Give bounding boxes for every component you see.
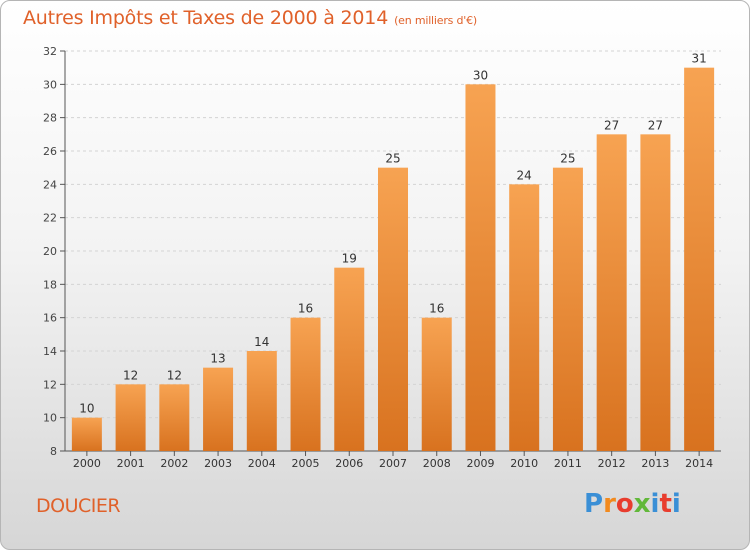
bar-value-label: 25 [560, 152, 575, 166]
bar-value-label: 27 [648, 118, 663, 132]
bar[interactable] [159, 384, 190, 451]
bar-value-label: 14 [254, 335, 269, 349]
x-tick-label: 2011 [554, 457, 582, 470]
proxiti-logo[interactable]: Proxiti [584, 489, 681, 519]
y-tick-label: 18 [43, 278, 57, 291]
bar[interactable] [115, 384, 146, 451]
x-tick-label: 2001 [117, 457, 145, 470]
y-tick-label: 22 [43, 212, 57, 225]
bar-value-label: 13 [210, 352, 225, 366]
bar-value-label: 12 [123, 368, 138, 382]
y-tick-label: 30 [43, 78, 57, 91]
bar[interactable] [552, 167, 583, 451]
logo-letter: x [633, 489, 651, 519]
label-layer: 10 12 12 13 14 16 19 25 16 30 24 25 27 27 31 [79, 52, 707, 416]
chart-title-text: Autres Impôts et Taxes de 2000 à 2014 [23, 7, 389, 29]
x-tick-label: 2009 [466, 457, 494, 470]
x-tick-label: 2004 [248, 457, 276, 470]
x-tick-label: 2000 [73, 457, 101, 470]
bar-value-label: 27 [604, 118, 619, 132]
x-tick-label: 2005 [292, 457, 320, 470]
chart-title: Autres Impôts et Taxes de 2000 à 2014 (en… [23, 7, 477, 29]
logo-letter: t [659, 489, 672, 519]
y-tick-label: 16 [43, 312, 57, 325]
logo-letter: r [603, 489, 616, 519]
bar-value-label: 16 [429, 302, 444, 316]
bar[interactable] [640, 134, 671, 452]
bar-value-label: 12 [167, 368, 182, 382]
bar[interactable] [203, 367, 234, 451]
y-tick-label: 26 [43, 145, 57, 158]
bar[interactable] [290, 317, 321, 451]
bar-value-label: 19 [342, 252, 357, 266]
bar[interactable] [334, 267, 365, 451]
bar[interactable] [246, 351, 277, 451]
x-tick-label: 2012 [598, 457, 626, 470]
chart-subtitle: (en milliers d'€) [394, 14, 477, 27]
bar-value-label: 16 [298, 302, 313, 316]
bar-value-label: 30 [473, 68, 488, 82]
logo-letter: o [615, 489, 634, 519]
bar-layer [71, 67, 715, 452]
y-tick-label: 28 [43, 112, 57, 125]
x-tick-label: 2007 [379, 457, 407, 470]
x-tick-label: 2003 [204, 457, 232, 470]
y-tick-label: 14 [43, 345, 57, 358]
y-tick-label: 10 [43, 412, 57, 425]
bar[interactable] [421, 317, 452, 451]
x-tick-label: 2010 [510, 457, 538, 470]
logo-letter: i [650, 489, 660, 519]
y-tick-label: 32 [43, 45, 57, 58]
bar[interactable] [509, 184, 540, 452]
bar-value-label: 24 [517, 168, 532, 182]
bar[interactable] [596, 134, 627, 452]
bar-value-label: 10 [79, 402, 94, 416]
bar[interactable] [684, 67, 715, 452]
bar[interactable] [465, 84, 496, 451]
x-tick-label: 2006 [335, 457, 363, 470]
x-tick-label: 2014 [685, 457, 713, 470]
x-tick-label: 2002 [160, 457, 188, 470]
logo-letter: P [584, 489, 604, 519]
logo-letter: i [671, 489, 681, 519]
y-tick-label: 8 [50, 445, 57, 458]
y-tick-label: 12 [43, 378, 57, 391]
commune-name: DOUCIER [36, 495, 121, 517]
bar[interactable] [71, 417, 102, 451]
bar[interactable] [378, 167, 408, 451]
x-tick-label: 2013 [641, 457, 669, 470]
x-tick-label: 2008 [423, 457, 451, 470]
y-tick-label: 24 [43, 178, 57, 191]
y-tick-label: 20 [43, 245, 57, 258]
bar-value-label: 31 [691, 52, 706, 66]
bar-value-label: 25 [385, 152, 400, 166]
